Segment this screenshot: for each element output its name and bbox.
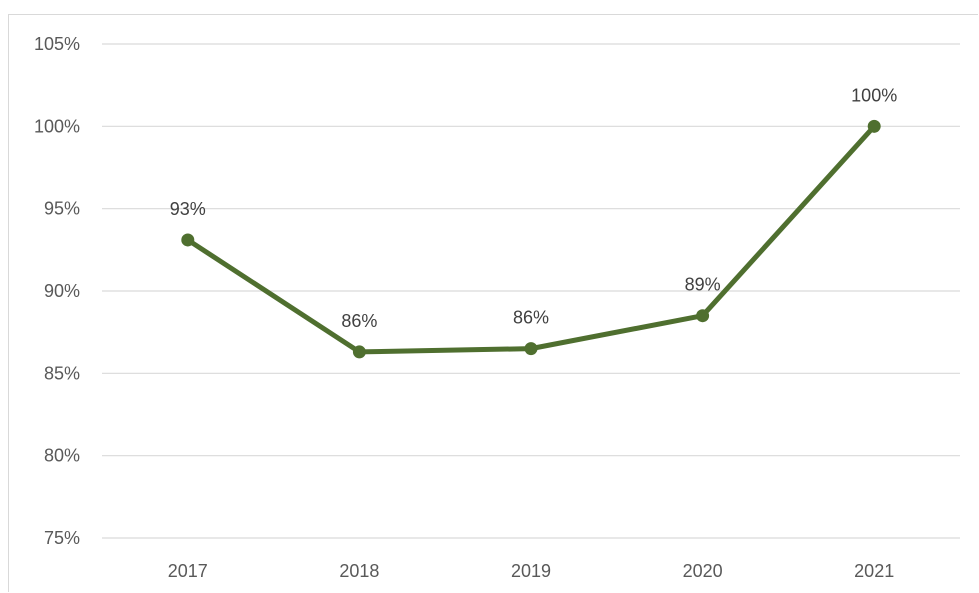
data-point-2017 <box>181 233 195 247</box>
data-label-2018: 86% <box>341 311 377 331</box>
y-tick-label-75: 75% <box>44 528 80 548</box>
y-tick-label-100: 100% <box>34 116 80 136</box>
y-tick-label-80: 80% <box>44 446 80 466</box>
data-points <box>181 119 881 359</box>
data-point-2019 <box>524 342 538 356</box>
y-tick-label-85: 85% <box>44 363 80 383</box>
data-labels: 93% 86% 86% 89% 100% <box>170 85 897 331</box>
gridlines <box>102 43 960 539</box>
y-tick-label-90: 90% <box>44 281 80 301</box>
x-tick-label-2021: 2021 <box>854 561 894 581</box>
y-tick-label-95: 95% <box>44 199 80 219</box>
data-point-2018 <box>352 345 366 359</box>
x-tick-label-2020: 2020 <box>683 561 723 581</box>
x-tick-label-2017: 2017 <box>168 561 208 581</box>
y-tick-label-105: 105% <box>34 34 80 54</box>
data-label-2017: 93% <box>170 199 206 219</box>
x-tick-label-2018: 2018 <box>339 561 379 581</box>
chart-frame <box>8 14 978 592</box>
data-label-2020: 89% <box>685 275 721 295</box>
x-axis-tick-labels: 2017 2018 2019 2020 2021 <box>168 561 894 581</box>
data-point-2021 <box>867 119 881 133</box>
data-label-2019: 86% <box>513 308 549 328</box>
x-tick-label-2019: 2019 <box>511 561 551 581</box>
data-point-2020 <box>696 309 710 323</box>
data-label-2021: 100% <box>851 85 897 105</box>
y-axis-tick-labels: 75% 80% 85% 90% 95% 100% 105% <box>34 34 80 548</box>
